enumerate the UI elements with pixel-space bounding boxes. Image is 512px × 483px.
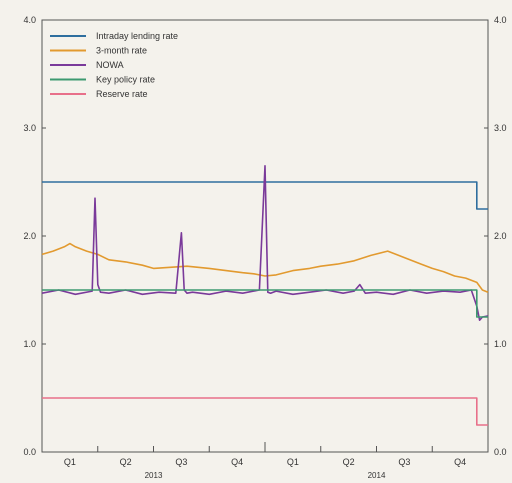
year-label: 2014 [368,471,386,480]
series-line [41,165,489,321]
legend-label: Reserve rate [96,89,148,99]
y-tick-label-left: 0.0 [23,447,36,457]
x-tick-label: Q1 [64,457,76,467]
legend-label: Intraday lending rate [96,31,178,41]
x-tick-label: Q2 [343,457,355,467]
x-tick-label: Q4 [454,457,466,467]
series-layer [41,165,489,426]
legend-label: Key policy rate [96,75,155,85]
y-tick-label-right: 3.0 [494,123,507,133]
x-tick-label: Q3 [175,457,187,467]
series-line [41,242,489,293]
y-tick-label-left: 3.0 [23,123,36,133]
year-label: 2013 [145,471,163,480]
legend-label: 3-month rate [96,46,147,56]
plot-area [41,19,489,453]
series-line [42,289,488,318]
y-tick-label-left: 1.0 [23,339,36,349]
plot-frame [41,19,489,453]
legend: Intraday lending rate 3-month rate NOWA Key… [50,31,178,99]
axis-layer: 0.0 0.0 1.0 1.0 2.0 2.0 3.0 3.0 4.0 4.0 Q1 Q2 Q3 Q4 Q1… [23,15,506,480]
legend-label: NOWA [96,60,124,70]
y-tick-label-right: 2.0 [494,231,507,241]
x-tick-label: Q3 [398,457,410,467]
y-tick-label-right: 0.0 [494,447,507,457]
series-line [42,397,488,426]
x-tick-label: Q4 [231,457,243,467]
x-tick-label: Q2 [120,457,132,467]
x-tick-label: Q1 [287,457,299,467]
series-line [42,181,488,210]
y-tick-label-left: 2.0 [23,231,36,241]
y-tick-label-right: 4.0 [494,15,507,25]
y-tick-label-left: 4.0 [23,15,36,25]
y-tick-label-right: 1.0 [494,339,507,349]
